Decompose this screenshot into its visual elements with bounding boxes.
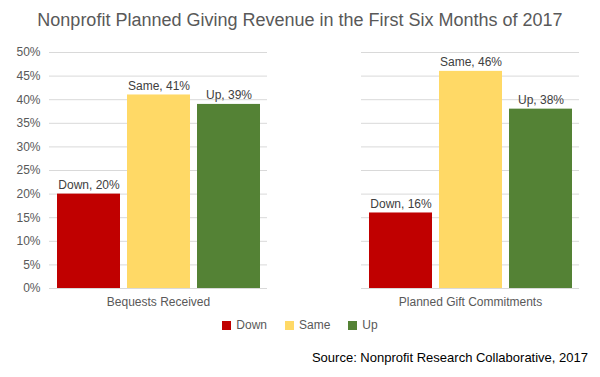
svg-text:35%: 35% xyxy=(16,116,40,130)
html-text:Nonprofit Planned Giving Reven: Nonprofit Planned Giving Revenue in the … xyxy=(37,10,563,30)
svg-text:30%: 30% xyxy=(16,140,40,154)
html-text:Up: Up xyxy=(362,318,378,332)
svg-text:25%: 25% xyxy=(16,163,40,177)
svg-text:Down, 16%: Down, 16% xyxy=(370,197,432,211)
svg-text:Same, 41%: Same, 41% xyxy=(128,79,190,93)
svg-text:10%: 10% xyxy=(16,234,40,248)
svg-text:Same, 46%: Same, 46% xyxy=(440,55,502,69)
svg-text:Planned Gift Commitments: Planned Gift Commitments xyxy=(399,295,542,309)
svg-text:Up, 38%: Up, 38% xyxy=(518,93,564,107)
svg-text:Bequests Received: Bequests Received xyxy=(107,295,210,309)
svg-text:40%: 40% xyxy=(16,93,40,107)
html-text:Source: Nonprofit Research Col: Source: Nonprofit Research Collaborative… xyxy=(312,350,588,365)
svg-text:45%: 45% xyxy=(16,69,40,83)
svg-text:5%: 5% xyxy=(23,258,41,272)
svg-text:50%: 50% xyxy=(16,45,40,59)
svg-text:20%: 20% xyxy=(16,187,40,201)
svg-text:Up, 39%: Up, 39% xyxy=(206,88,252,102)
html-text:Down: Down xyxy=(236,318,267,332)
svg-text:15%: 15% xyxy=(16,211,40,225)
svg-text:0%: 0% xyxy=(23,281,41,295)
svg-text:Down, 20%: Down, 20% xyxy=(58,178,120,192)
html-text:Same: Same xyxy=(299,318,331,332)
